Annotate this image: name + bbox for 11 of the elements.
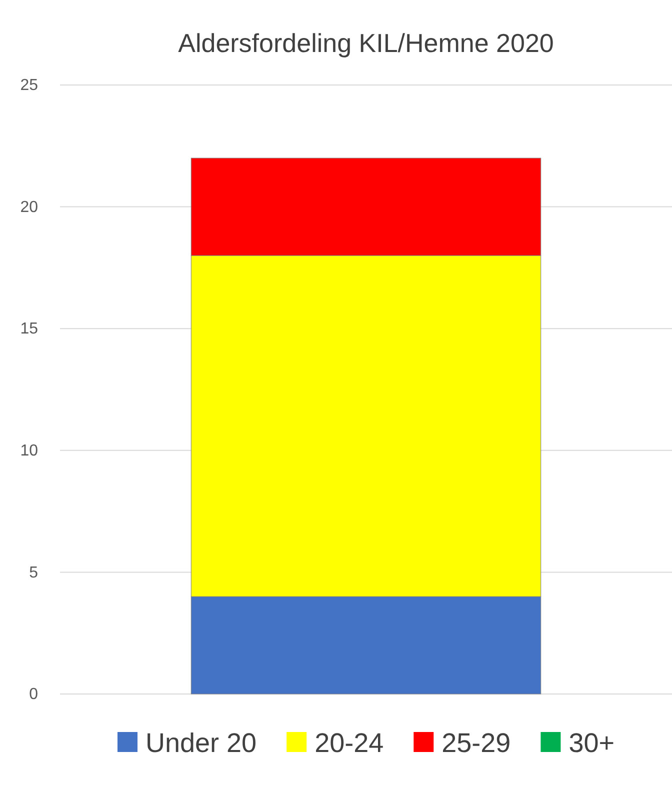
- y-tick-label: 10: [20, 442, 38, 460]
- legend-label: 20-24: [314, 728, 384, 758]
- y-tick-label: 20: [20, 198, 38, 216]
- y-tick-label: 25: [20, 77, 38, 94]
- legend-label: 30+: [568, 728, 615, 758]
- legend-label: Under 20: [145, 728, 257, 758]
- chart-title: Aldersfordeling KIL/Hemne 2020: [178, 28, 554, 58]
- y-tick-label: 15: [20, 320, 38, 338]
- y-tick-label: 5: [29, 564, 38, 582]
- legend-label: 25-29: [442, 728, 511, 758]
- y-tick-label: 0: [29, 686, 38, 704]
